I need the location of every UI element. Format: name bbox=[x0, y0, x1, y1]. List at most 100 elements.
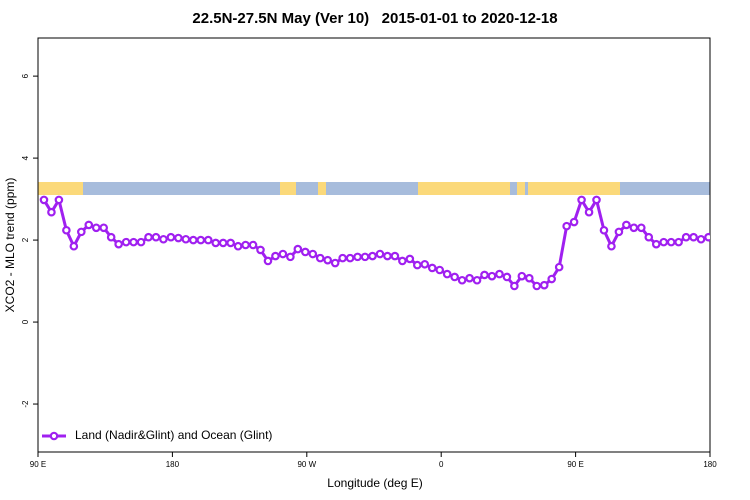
data-point bbox=[420, 259, 430, 269]
data-point bbox=[584, 207, 594, 217]
data-point bbox=[577, 195, 586, 205]
data-point bbox=[375, 249, 385, 259]
data-point bbox=[248, 240, 258, 250]
data-point bbox=[666, 237, 676, 247]
data-point bbox=[91, 223, 101, 233]
data-point bbox=[659, 237, 669, 247]
legend-label: Land (Nadir&Glint) and Ocean (Glint) bbox=[75, 428, 272, 442]
y-tick-label: 6 bbox=[21, 73, 30, 78]
data-point bbox=[696, 234, 706, 244]
data-point bbox=[353, 252, 362, 262]
data-point bbox=[592, 195, 601, 205]
data-point bbox=[435, 265, 445, 275]
x-tick-label: 90 W bbox=[297, 460, 316, 469]
data-point bbox=[159, 234, 168, 244]
data-point bbox=[330, 258, 340, 268]
data-point bbox=[226, 238, 235, 248]
x-tick-label: 90 E bbox=[30, 460, 46, 469]
data-point bbox=[517, 271, 527, 281]
data-point bbox=[203, 235, 213, 245]
x-tick-label: 90 E bbox=[567, 460, 583, 469]
data-point bbox=[121, 237, 131, 247]
plot-area bbox=[39, 195, 710, 291]
data-point bbox=[689, 232, 698, 242]
data-point bbox=[144, 232, 153, 242]
data-point bbox=[54, 195, 64, 205]
data-point bbox=[465, 273, 474, 283]
data-point bbox=[189, 235, 198, 245]
data-point bbox=[637, 223, 646, 233]
data-point bbox=[383, 251, 392, 261]
data-point bbox=[271, 251, 280, 261]
data-point bbox=[263, 256, 273, 266]
data-point bbox=[241, 240, 250, 250]
data-point bbox=[301, 247, 310, 257]
legend-marker bbox=[49, 431, 59, 441]
data-point bbox=[599, 225, 609, 235]
map-strip bbox=[38, 182, 710, 195]
data-point bbox=[457, 275, 467, 285]
data-point bbox=[293, 244, 303, 254]
data-point bbox=[323, 255, 333, 265]
data-point bbox=[562, 221, 571, 231]
x-tick-label: 180 bbox=[703, 460, 717, 469]
data-point bbox=[166, 232, 176, 242]
data-point bbox=[308, 249, 318, 259]
data-point bbox=[233, 241, 243, 251]
data-point bbox=[450, 272, 459, 282]
data-point bbox=[196, 235, 206, 245]
data-point bbox=[151, 232, 161, 242]
data-point bbox=[77, 227, 86, 237]
data-point bbox=[360, 252, 370, 262]
x-tick-label: 0 bbox=[439, 460, 444, 469]
data-point bbox=[136, 237, 146, 247]
data-point bbox=[487, 271, 497, 281]
data-point bbox=[106, 232, 116, 242]
data-point bbox=[405, 254, 415, 264]
data-point bbox=[681, 232, 691, 242]
data-point bbox=[47, 207, 56, 217]
y-tick-label: 4 bbox=[21, 155, 30, 160]
y-axis-label: XCO2 - MLO trend (ppm) bbox=[3, 178, 17, 313]
data-point bbox=[525, 273, 534, 283]
data-point bbox=[674, 237, 683, 247]
data-point bbox=[315, 253, 325, 263]
data-point bbox=[278, 249, 288, 259]
data-point bbox=[644, 232, 654, 242]
data-point bbox=[442, 269, 452, 279]
data-point bbox=[390, 251, 400, 261]
y-tick-label: 0 bbox=[21, 319, 30, 324]
chart-title: 22.5N-27.5N May (Ver 10) 2015-01-01 to 2… bbox=[192, 10, 557, 27]
data-point bbox=[427, 263, 437, 273]
x-tick-label: 180 bbox=[166, 460, 180, 469]
data-point bbox=[554, 262, 564, 272]
data-point bbox=[502, 272, 512, 282]
data-point bbox=[539, 280, 549, 290]
data-point bbox=[62, 225, 71, 235]
data-point bbox=[614, 227, 624, 237]
x-axis-label: Longitude (deg E) bbox=[327, 476, 422, 490]
data-point bbox=[338, 253, 347, 263]
data-point bbox=[510, 281, 519, 291]
data-point bbox=[480, 270, 489, 280]
data-point bbox=[629, 223, 639, 233]
y-tick-label: 2 bbox=[21, 237, 30, 242]
data-point bbox=[607, 241, 616, 251]
data-point bbox=[569, 217, 579, 227]
data-point bbox=[495, 269, 504, 279]
data-point bbox=[218, 238, 228, 248]
data-point bbox=[181, 234, 191, 244]
data-point bbox=[368, 251, 377, 261]
data-point bbox=[114, 239, 123, 249]
data-point bbox=[398, 256, 407, 266]
data-point bbox=[345, 253, 355, 263]
data-point bbox=[286, 252, 295, 262]
data-point bbox=[413, 260, 422, 270]
plot-frame bbox=[37, 37, 711, 453]
data-point bbox=[99, 223, 109, 233]
data-point bbox=[532, 281, 542, 291]
data-point bbox=[129, 237, 138, 247]
data-point bbox=[547, 274, 557, 284]
data-point bbox=[211, 238, 221, 248]
